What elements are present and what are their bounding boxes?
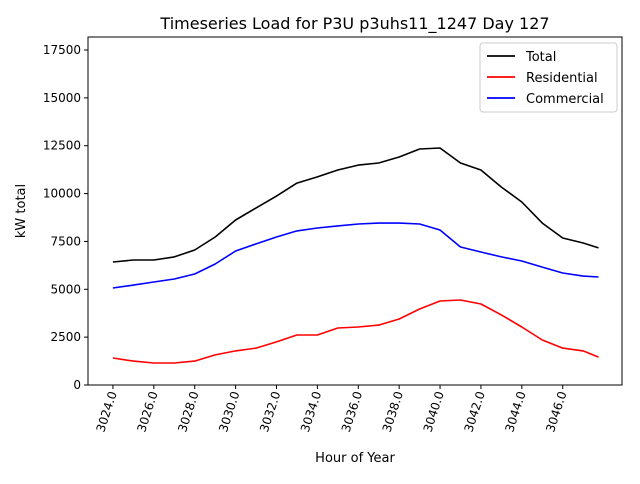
x-tick-label: 3036.0 xyxy=(339,390,365,434)
y-tick-label: 0 xyxy=(73,378,81,392)
y-tick-label: 15000 xyxy=(43,91,81,105)
legend-label-commercial: Commercial xyxy=(526,92,604,107)
x-tick-label: 3044.0 xyxy=(502,390,528,434)
legend: Total Residential Commercial xyxy=(479,42,618,113)
x-tick-label: 3024.0 xyxy=(94,390,120,434)
x-tick-label: 3026.0 xyxy=(134,390,160,434)
legend-label-total: Total xyxy=(525,50,556,65)
y-tick-label: 7500 xyxy=(50,234,81,248)
plot-area-frame xyxy=(87,36,623,386)
legend-box xyxy=(479,42,618,113)
x-tick-label: 3028.0 xyxy=(175,390,201,434)
series-line-commercial xyxy=(112,222,599,289)
legend-label-residential: Residential xyxy=(526,71,598,86)
x-tick-label: 3038.0 xyxy=(380,390,406,434)
x-tick-label: 3046.0 xyxy=(543,390,569,434)
x-axis-label: Hour of Year xyxy=(315,451,395,466)
y-tick-label: 5000 xyxy=(50,282,81,296)
x-tick-label: 3030.0 xyxy=(216,390,242,434)
x-tick-label: 3042.0 xyxy=(461,390,487,434)
y-tick-label: 12500 xyxy=(43,139,81,153)
x-tick-label: 3040.0 xyxy=(421,390,447,434)
series-line-total xyxy=(112,147,599,263)
y-tick-label: 10000 xyxy=(43,187,81,201)
y-tick-label: 2500 xyxy=(50,330,81,344)
chart-title: Timeseries Load for P3U p3uhs11_1247 Day… xyxy=(159,14,549,34)
y-tick-label: 17500 xyxy=(43,43,81,57)
x-tick-label: 3032.0 xyxy=(257,390,283,434)
x-tick-label: 3034.0 xyxy=(298,390,324,434)
series-line-residential xyxy=(112,299,599,364)
y-axis-label: kW total xyxy=(14,184,29,238)
